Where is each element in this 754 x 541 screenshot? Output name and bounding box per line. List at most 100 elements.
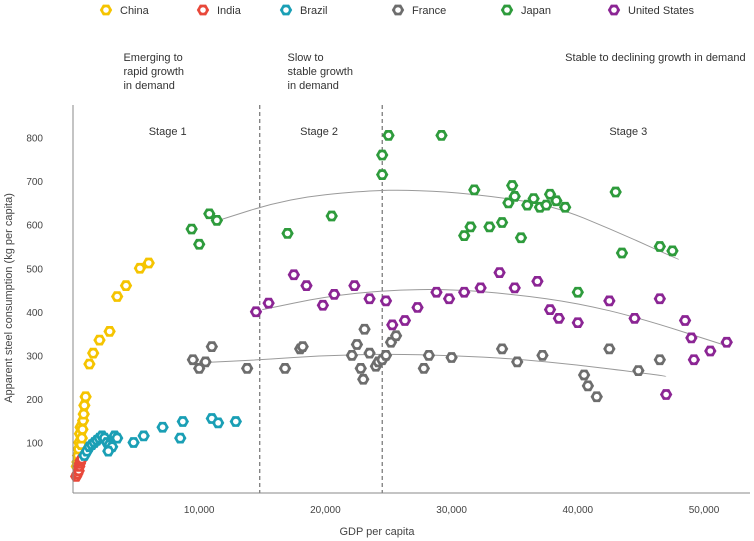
data-point	[325, 210, 338, 222]
hex-marker-hole	[284, 230, 291, 237]
data-point	[205, 341, 219, 353]
legend-item-france: France	[391, 4, 446, 17]
hex-marker-hole	[114, 293, 120, 300]
stage-note-line: Stable to declining growth in demand	[565, 52, 745, 64]
data-point	[345, 349, 359, 361]
data-point	[398, 315, 412, 326]
x-tick-label: 30,000	[436, 505, 467, 516]
hex-marker-hole	[114, 435, 120, 441]
hex-marker-hole	[499, 219, 505, 226]
hex-marker-hole	[518, 234, 524, 241]
data-point	[363, 293, 376, 305]
data-point	[83, 358, 96, 370]
hex-marker-hole	[421, 365, 427, 372]
hex-marker-hole	[106, 328, 113, 335]
hex-marker-hole	[723, 339, 730, 346]
hex-marker-hole	[383, 298, 389, 304]
data-point	[571, 286, 584, 298]
hex-marker-hole	[393, 332, 399, 339]
stage-label-3: Stage 3	[609, 126, 647, 138]
hex-marker-hole	[426, 352, 432, 359]
hex-marker-hole	[105, 448, 112, 454]
data-point	[552, 312, 566, 324]
legend-label: France	[412, 5, 446, 17]
hex-marker-hole	[433, 289, 440, 296]
y-tick-label: 200	[26, 395, 43, 406]
data-point	[76, 424, 89, 435]
hex-marker-hole	[504, 7, 510, 13]
data-point	[185, 223, 198, 235]
hex-marker-hole	[388, 339, 394, 346]
data-point	[262, 297, 275, 309]
hex-marker-hole	[486, 224, 493, 230]
hex-marker-hole	[103, 7, 109, 13]
hex-marker-hole	[575, 319, 581, 326]
stage-labels: Stage 1 Stage 2 Stage 3	[149, 126, 648, 138]
hex-marker-hole	[196, 241, 202, 248]
hex-marker-hole	[159, 424, 166, 431]
data-point	[358, 323, 371, 335]
hex-marker-hole	[202, 359, 209, 365]
data-point	[458, 230, 471, 241]
legend-item-china: China	[99, 4, 150, 17]
legend-hex-icon	[391, 4, 405, 16]
hex-marker-hole	[547, 191, 553, 198]
hex-marker-hole	[137, 265, 143, 272]
data-point	[527, 193, 540, 204]
data-point	[133, 262, 147, 274]
legend-label: Japan	[521, 5, 551, 17]
data-point	[474, 282, 487, 294]
legend-item-brazil: Brazil	[279, 4, 328, 17]
hex-marker-hole	[534, 278, 541, 285]
hex-marker-hole	[511, 193, 518, 200]
hex-marker-hole	[244, 365, 250, 372]
legend-hex-icon	[279, 4, 293, 16]
hex-marker-hole	[360, 376, 367, 383]
data-point	[186, 354, 200, 366]
axes	[72, 105, 750, 494]
legend-hex-icon	[500, 4, 514, 16]
stage-note-line: in demand	[123, 80, 174, 92]
hex-marker-hole	[299, 343, 306, 350]
y-axis-title: Apparent steel consumption (kg per capit…	[3, 193, 15, 403]
data-point	[653, 293, 667, 305]
data-point	[278, 363, 292, 374]
hex-marker-hole	[303, 282, 310, 289]
hex-marker-hole	[581, 372, 587, 378]
data-point	[571, 317, 584, 329]
data-point	[240, 363, 254, 374]
data-point	[464, 221, 477, 233]
hex-marker-hole	[357, 365, 364, 372]
data-point	[382, 130, 395, 141]
series-india	[69, 453, 89, 482]
data-point	[348, 280, 361, 292]
series-brazil	[78, 413, 242, 461]
hex-marker-hole	[467, 224, 474, 230]
stage-label-2: Stage 2	[300, 126, 338, 138]
hex-marker-hole	[232, 418, 239, 425]
data-point	[483, 221, 496, 233]
x-tick-labels: 10,000 20,000 30,000 40,000 50,000	[184, 505, 720, 516]
data-point	[540, 199, 553, 211]
data-point	[287, 269, 301, 281]
data-point	[300, 280, 313, 292]
hex-marker-hole	[496, 269, 503, 276]
data-point	[79, 391, 92, 403]
y-tick-label: 100	[26, 438, 43, 449]
hex-marker-hole	[606, 298, 613, 304]
data-point	[514, 232, 528, 244]
hex-marker-hole	[530, 195, 537, 202]
hex-marker-hole	[657, 295, 663, 302]
data-point	[468, 184, 481, 196]
data-point	[550, 195, 563, 207]
legend-label: China	[120, 5, 150, 17]
data-point	[350, 339, 364, 350]
hex-marker-hole	[209, 415, 215, 422]
stage-notes: Emerging to rapid growth in demand Slow to s…	[123, 52, 745, 92]
stage-note-line: rapid growth	[123, 66, 184, 78]
data-point	[615, 247, 629, 259]
x-tick-label: 40,000	[563, 505, 594, 516]
data-point	[102, 445, 115, 457]
hex-marker-hole	[209, 343, 215, 350]
data-point	[603, 343, 616, 355]
